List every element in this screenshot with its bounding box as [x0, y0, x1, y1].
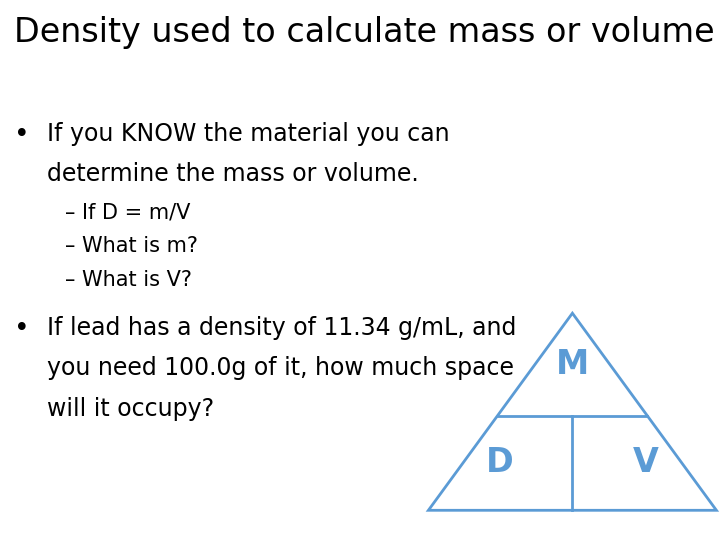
Text: •: • — [14, 122, 30, 147]
Text: – What is V?: – What is V? — [65, 270, 192, 290]
Text: you need 100.0g of it, how much space: you need 100.0g of it, how much space — [47, 356, 514, 380]
Text: M: M — [556, 348, 589, 381]
Text: – What is m?: – What is m? — [65, 236, 198, 256]
Text: Density used to calculate mass or volume: Density used to calculate mass or volume — [14, 16, 715, 49]
Text: If lead has a density of 11.34 g/mL, and: If lead has a density of 11.34 g/mL, and — [47, 316, 516, 340]
Text: – If D = m/V: – If D = m/V — [65, 202, 190, 222]
Text: V: V — [632, 447, 658, 480]
Text: determine the mass or volume.: determine the mass or volume. — [47, 162, 418, 186]
Text: •: • — [14, 316, 30, 342]
Text: If you KNOW the material you can: If you KNOW the material you can — [47, 122, 449, 145]
Text: will it occupy?: will it occupy? — [47, 397, 214, 421]
Text: D: D — [485, 447, 513, 480]
